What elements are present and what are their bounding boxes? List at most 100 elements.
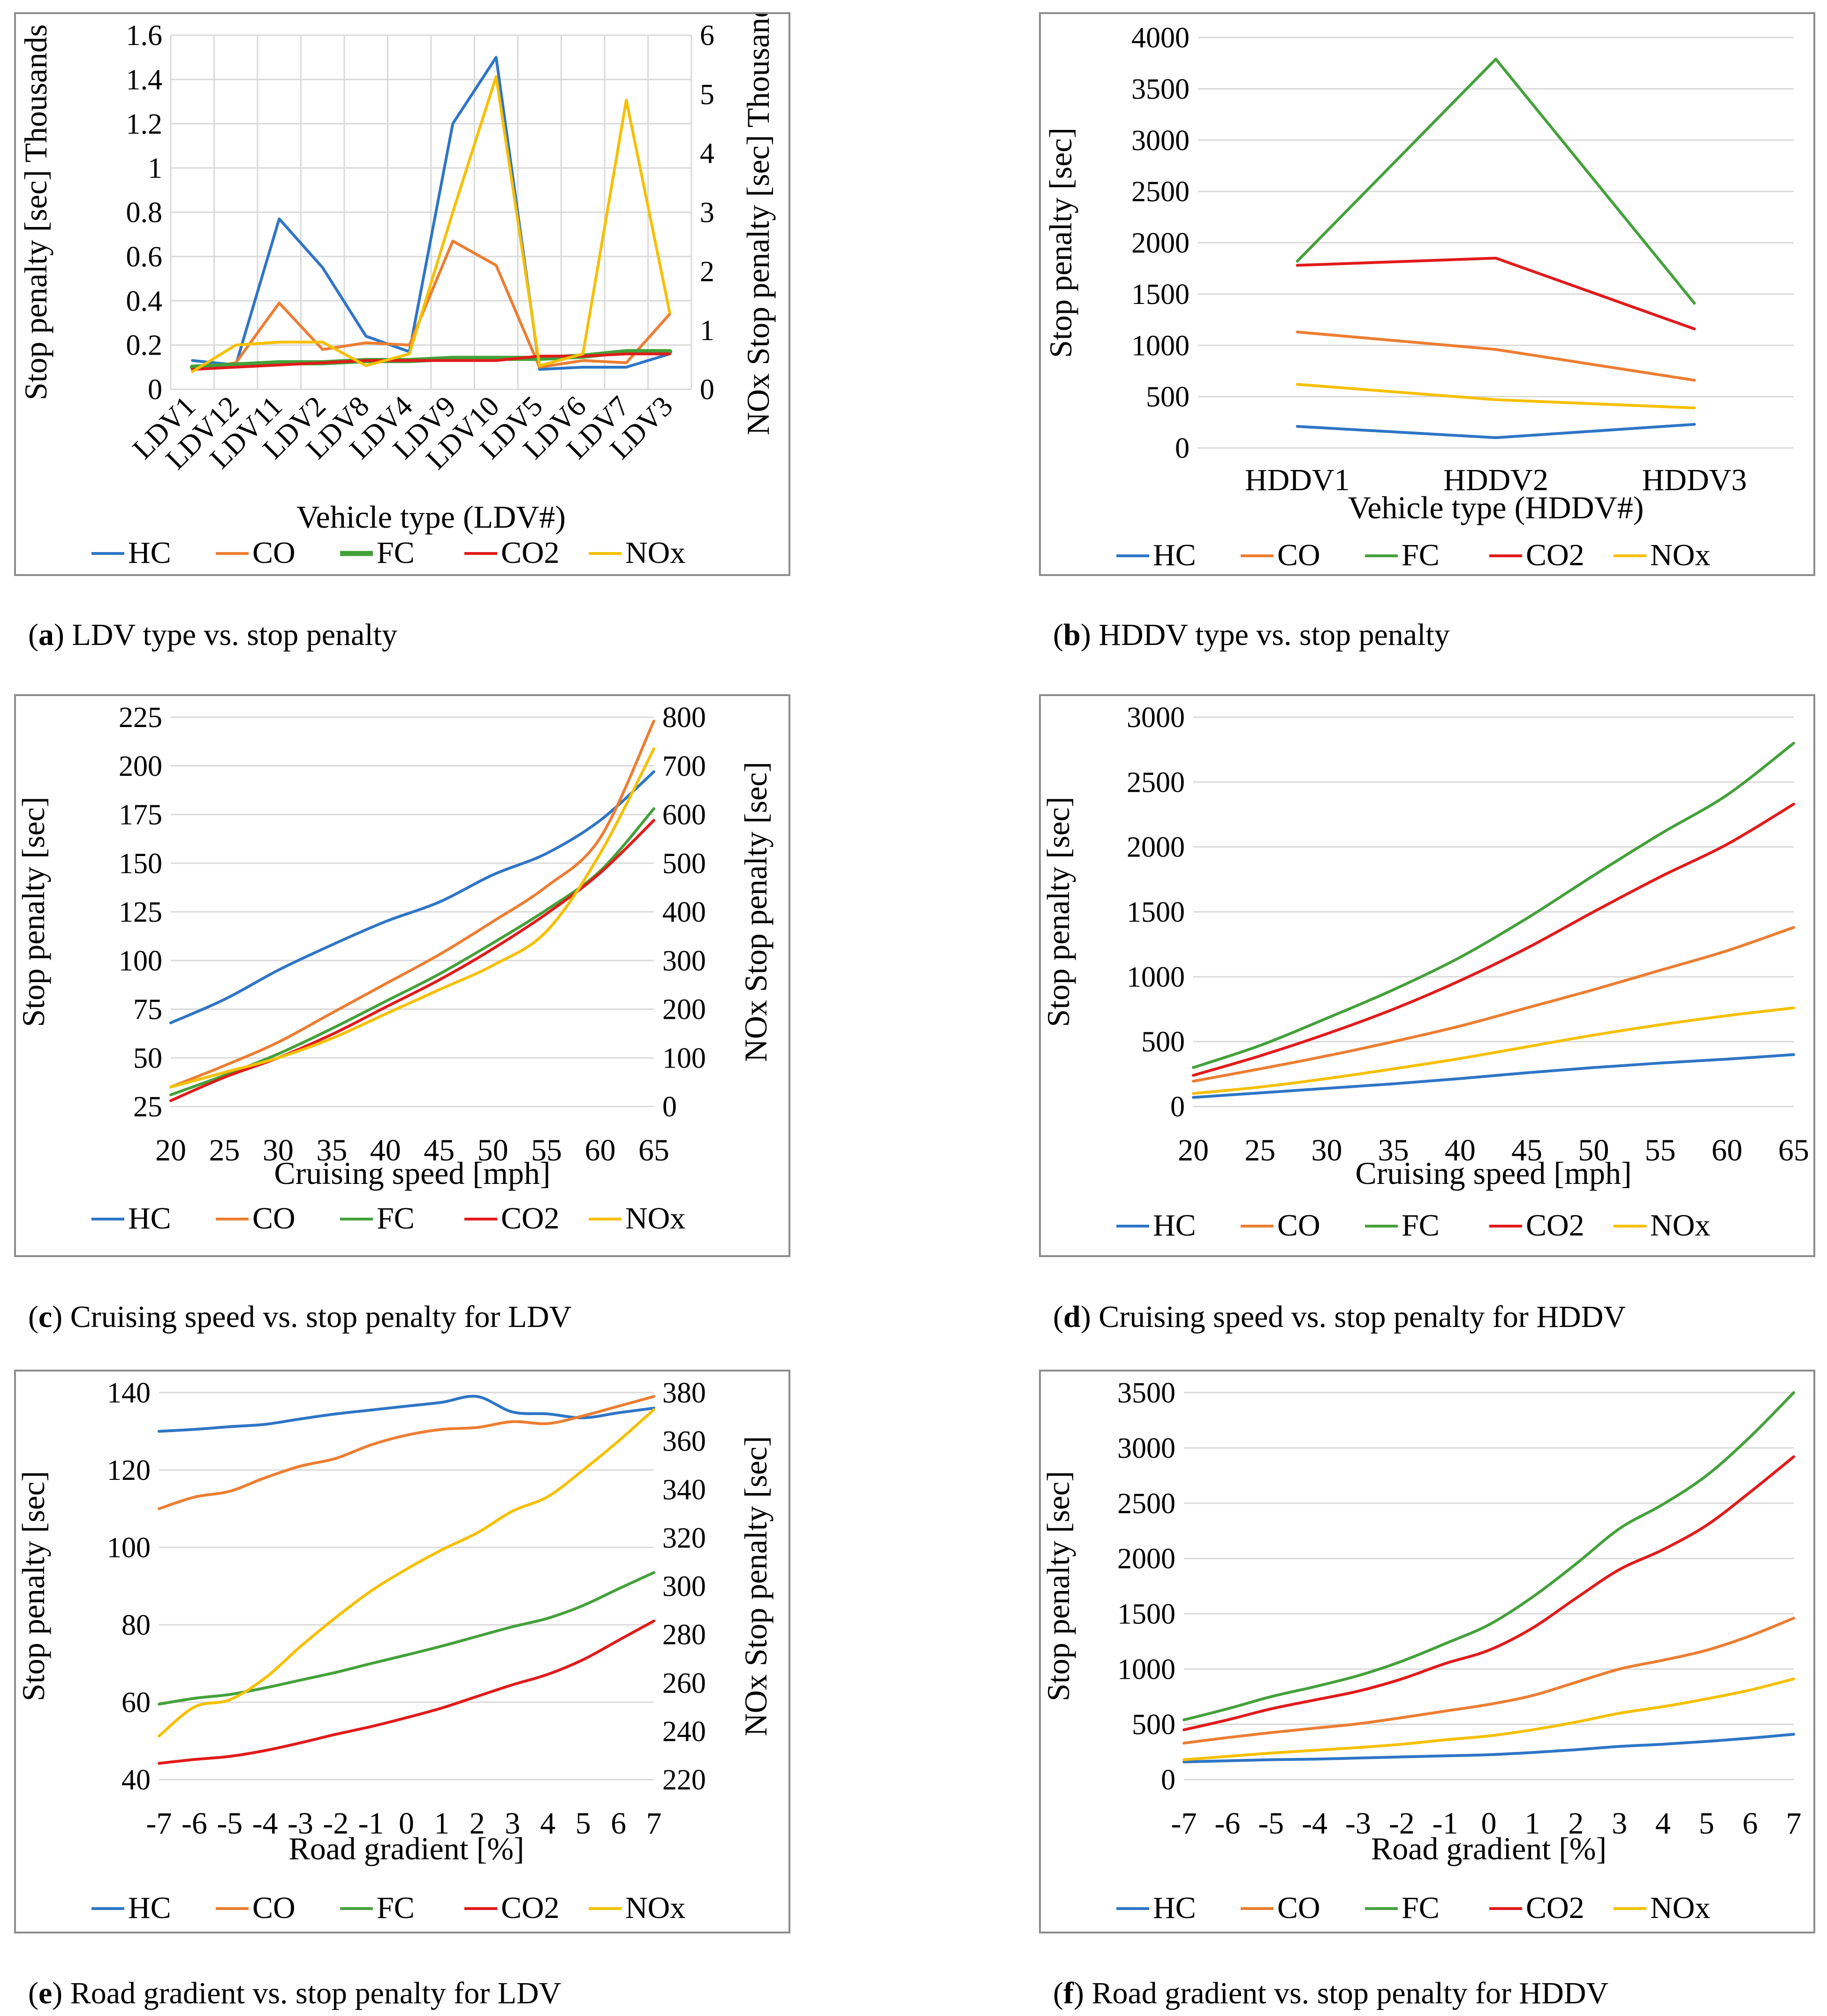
x-tick-label: 5 — [1699, 1806, 1714, 1841]
y2-tick-label: 500 — [662, 848, 706, 879]
y2-tick-label: 4 — [700, 138, 714, 170]
x-tick-label: 7 — [1786, 1806, 1802, 1841]
series-line-co2 — [158, 1619, 655, 1765]
chart-panel-d: 0 500 1000 1500 2000 2500 3000 20 25 30 35 40 45 50 55… — [1039, 694, 1815, 1257]
legend-label-hc: HC — [1153, 1208, 1196, 1243]
y-tick-label: 150 — [119, 848, 162, 879]
x-tick-label: 30 — [1311, 1133, 1342, 1167]
legend-label-hc: HC — [1153, 538, 1196, 572]
chart-panel-a: 0 0.2 0.4 0.6 0.8 1 1.2 1.4 1.6 0 1 2 3 4 5 6 LDV1 LDV12 L… — [14, 12, 790, 576]
caption-text: Cruising speed vs. stop penalty for LDV — [70, 1300, 572, 1334]
legend-label-co: CO — [252, 536, 296, 570]
y-tick-label: 1500 — [1131, 279, 1190, 311]
series-line-fc — [1183, 1391, 1795, 1721]
y-tick-label: 1000 — [1127, 961, 1185, 993]
y-axis-title: Stop penalty [sec] — [1041, 797, 1076, 1027]
x-tick-label: -5 — [1258, 1806, 1284, 1841]
y2-tick-label: 240 — [662, 1716, 706, 1748]
legend-label-co2: CO2 — [501, 1201, 560, 1235]
y-tick-label: 0 — [1161, 1764, 1175, 1796]
series-line-co2 — [1183, 1455, 1795, 1731]
x-tick-label: 60 — [1712, 1133, 1743, 1167]
caption-b: (b) HDDV type vs. stop penalty — [1053, 618, 1450, 652]
y-tick-label: 2500 — [1131, 176, 1190, 208]
y-axis-title: Stop penalty [sec] — [16, 1471, 51, 1701]
x-tick-label: -3 — [288, 1806, 313, 1841]
caption-letter: c — [38, 1300, 53, 1334]
y2-tick-label: 300 — [662, 1571, 706, 1603]
legend-label-hc: HC — [1153, 1891, 1196, 1925]
x-tick-label: -1 — [358, 1806, 384, 1841]
y-tick-label: 2500 — [1117, 1488, 1175, 1520]
y-tick-label: 3500 — [1131, 73, 1190, 105]
x-tick-label: 2 — [1568, 1806, 1584, 1841]
y-axis-title: Stop penalty [sec] Thousands — [18, 24, 53, 400]
legend-label-nox: NOx — [625, 1891, 685, 1925]
y-tick-label: 50 — [133, 1042, 162, 1074]
series-line-hc — [191, 56, 671, 371]
y-tick-label: 140 — [107, 1377, 151, 1409]
chart-svg-d: 0 500 1000 1500 2000 2500 3000 20 25 30 35 40 45 50 55… — [1041, 702, 1809, 1243]
y-tick-label: 3000 — [1117, 1432, 1175, 1464]
y-tick-label: 2000 — [1127, 832, 1185, 864]
series-line-nox — [1192, 1006, 1795, 1095]
y-tick-label: 120 — [107, 1455, 151, 1486]
y2-tick-label: 380 — [662, 1377, 706, 1409]
legend-label-co2: CO2 — [1526, 1208, 1584, 1243]
x-tick-label: HDDV2 — [1443, 463, 1548, 497]
x-tick-label: HDDV3 — [1642, 463, 1747, 497]
y-tick-label: 0 — [1170, 1091, 1185, 1123]
series-line-fc — [1296, 57, 1696, 305]
x-tick-label: 55 — [1645, 1133, 1676, 1167]
chart-panel-e: 40 60 80 100 120 140 220 240 260 280 300 320 340 360 3… — [14, 1370, 790, 1933]
y-tick-label: 4000 — [1131, 22, 1190, 54]
x-tick-label: -4 — [252, 1806, 278, 1841]
y-tick-label: 0.6 — [126, 241, 163, 273]
legend-label-nox: NOx — [1650, 1208, 1710, 1243]
legend-label-co: CO — [1277, 1208, 1320, 1243]
x-tick-label: -2 — [323, 1806, 349, 1841]
y-tick-label: 1.2 — [126, 108, 163, 140]
y-tick-label: 175 — [119, 799, 162, 831]
legend-label-nox: NOx — [1650, 538, 1710, 572]
y-tick-label: 0 — [148, 374, 162, 406]
chart-panel-b: 0 500 1000 1500 2000 2500 3000 3500 4000 HDDV1 HDD… — [1039, 12, 1815, 576]
caption-letter: b — [1063, 618, 1081, 652]
y2-tick-label: 5 — [700, 79, 714, 111]
chart-panel-c: 25 50 75 100 125 150 175 200 225 0 100 200 300 400 500… — [14, 694, 790, 1257]
y-tick-label: 1500 — [1117, 1599, 1175, 1630]
series-line-co2 — [1296, 257, 1696, 331]
y2-tick-label: 1 — [700, 315, 714, 347]
x-tick-label: 7 — [646, 1806, 662, 1841]
x-tick-label: 6 — [1743, 1806, 1758, 1841]
legend-label-co2: CO2 — [1526, 538, 1584, 572]
x-tick-label: 20 — [155, 1133, 186, 1167]
y-tick-label: 100 — [119, 945, 162, 977]
caption-letter: a — [38, 618, 54, 652]
x-tick-label: -5 — [217, 1806, 243, 1841]
chart-svg-f: 0 500 1000 1500 2000 2500 3000 3500 -7 -6 -5 -4 -3 -2… — [1041, 1377, 1802, 1925]
y2-tick-label: 600 — [662, 799, 706, 831]
caption-d: (d) Cruising speed vs. stop penalty for … — [1053, 1300, 1626, 1334]
legend-label-fc: FC — [1402, 1891, 1440, 1925]
series-line-nox — [1296, 383, 1696, 409]
y-tick-label: 3000 — [1127, 702, 1185, 734]
legend-label-co2: CO2 — [501, 1891, 560, 1925]
chart-svg-c: 25 50 75 100 125 150 175 200 225 0 100 200 300 400 500… — [16, 702, 773, 1235]
y2-tick-label: 3 — [700, 197, 714, 229]
y-tick-label: 3500 — [1117, 1377, 1175, 1409]
caption-text: HDDV type vs. stop penalty — [1099, 618, 1450, 652]
series-line-nox — [169, 747, 655, 1089]
y-axis-title: Stop penalty [sec] — [16, 797, 51, 1027]
series-line-co2 — [191, 352, 671, 371]
y-tick-label: 500 — [1132, 1709, 1175, 1741]
y2-tick-label: 260 — [662, 1667, 706, 1699]
x-tick-label: 45 — [1511, 1133, 1542, 1167]
legend-label-co2: CO2 — [1526, 1891, 1584, 1925]
legend-label-hc: HC — [128, 536, 171, 570]
series-line-nox — [1183, 1677, 1795, 1761]
x-tick-label: 20 — [1178, 1133, 1209, 1167]
y-tick-label: 40 — [121, 1764, 151, 1796]
y-tick-label: 0 — [1175, 432, 1190, 464]
series-line-nox — [158, 1408, 655, 1738]
